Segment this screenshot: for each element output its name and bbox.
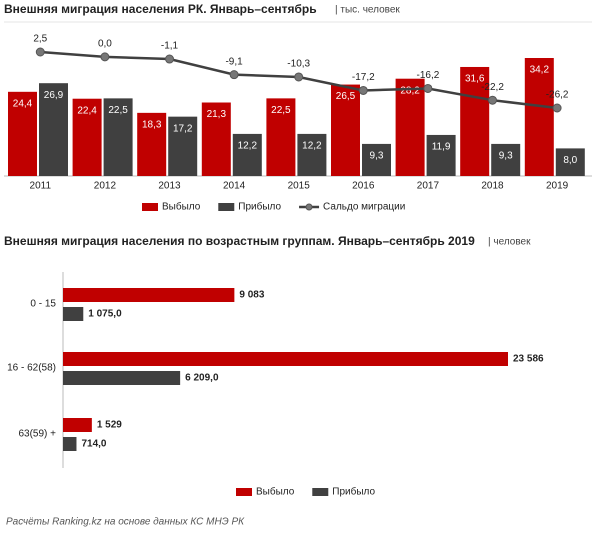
x-tick-label: 2015 xyxy=(288,181,311,192)
bar-label: 6 209,0 xyxy=(185,373,219,384)
bar xyxy=(168,116,198,176)
bar-label: 11,9 xyxy=(432,142,451,153)
chart-title: Внешняя миграция населения по возрастным… xyxy=(4,234,475,248)
line-label: -9,1 xyxy=(225,56,243,67)
bar-label: 22,5 xyxy=(271,105,291,116)
legend-label: Прибыло xyxy=(238,201,281,213)
y-tick-label: 63(59) + xyxy=(18,429,56,440)
bar xyxy=(524,58,554,176)
chart-subtitle: | человек xyxy=(488,237,531,248)
bar-label: 1 075,0 xyxy=(88,309,122,320)
footer: Расчёты Ranking.kz на основе данных КС М… xyxy=(6,517,245,528)
line-marker xyxy=(423,83,433,93)
bar xyxy=(63,288,235,302)
bar-label: 22,4 xyxy=(77,105,97,116)
legend-swatch xyxy=(312,488,329,496)
bar xyxy=(331,84,360,176)
bar-label: 23 586 xyxy=(513,354,544,365)
legend-label: Выбыло xyxy=(162,201,201,213)
line-marker xyxy=(229,70,239,80)
bar-label: 1 529 xyxy=(97,420,122,431)
bar xyxy=(63,352,508,366)
legend-swatch xyxy=(218,203,235,211)
chart-title: Внешняя миграция населения РК. Январь–се… xyxy=(4,2,317,16)
x-tick-label: 2014 xyxy=(223,181,246,192)
bar xyxy=(63,371,181,385)
bar-label: 18,3 xyxy=(142,120,162,131)
legend-label: Выбыло xyxy=(256,486,295,498)
legend-swatch xyxy=(236,488,252,496)
x-tick-label: 2011 xyxy=(30,181,52,192)
x-tick-label: 2016 xyxy=(352,181,375,192)
line-marker xyxy=(165,54,174,64)
x-tick-label: 2019 xyxy=(546,181,569,192)
bar xyxy=(137,112,167,176)
bar xyxy=(232,133,262,176)
bar-label: 12,2 xyxy=(302,141,322,152)
bar xyxy=(266,98,296,176)
bar xyxy=(362,143,391,176)
line-label: 0,0 xyxy=(98,39,112,50)
bar xyxy=(555,148,585,176)
bar xyxy=(103,98,133,176)
bar xyxy=(63,307,84,321)
bar-label: 714,0 xyxy=(81,439,106,450)
line-marker xyxy=(35,47,45,57)
bar xyxy=(491,143,521,176)
line-label: 2,5 xyxy=(33,34,47,45)
y-tick-label: 16 - 62(58) xyxy=(7,363,56,374)
bar-label: 8,0 xyxy=(563,155,577,166)
x-tick-label: 2018 xyxy=(481,181,504,192)
line-label: -16,2 xyxy=(417,70,440,81)
bar xyxy=(63,418,92,432)
bar-label: 22,5 xyxy=(108,105,128,116)
bar xyxy=(8,91,37,176)
legend-label: Сальдо миграции xyxy=(323,202,405,213)
legend-label: Прибыло xyxy=(332,486,375,498)
bar-label: 9,3 xyxy=(499,151,513,162)
bar-label: 17,2 xyxy=(173,123,193,134)
legend-swatch xyxy=(142,203,158,211)
line-label: -10,3 xyxy=(287,59,310,70)
bar-label: 31,6 xyxy=(465,74,485,85)
bar-label: 26,9 xyxy=(44,90,64,101)
bar xyxy=(201,102,231,176)
bar xyxy=(426,134,456,176)
bar-label: 34,2 xyxy=(530,65,550,76)
bar xyxy=(460,66,490,176)
line-label: -22,2 xyxy=(481,82,504,93)
bar xyxy=(63,437,77,451)
line-label: -26,2 xyxy=(546,90,569,101)
bar-label: 24,4 xyxy=(13,98,33,109)
legend-marker xyxy=(305,203,313,211)
bar xyxy=(395,78,425,176)
line-marker xyxy=(100,52,110,62)
bar-label: 12,2 xyxy=(238,141,258,152)
bar xyxy=(297,133,327,176)
bar-label: 26,5 xyxy=(336,91,356,102)
line-marker xyxy=(488,95,497,105)
bar-label: 9 083 xyxy=(239,290,264,301)
x-tick-label: 2017 xyxy=(417,181,440,192)
x-tick-label: 2012 xyxy=(94,181,117,192)
chart-subtitle: | тыс. человек xyxy=(335,5,400,16)
bar-label: 21,3 xyxy=(207,109,227,120)
line-label: -1,1 xyxy=(161,41,179,52)
line-marker xyxy=(552,103,562,113)
bar xyxy=(39,83,68,176)
line-marker xyxy=(294,72,304,82)
bar-label: 28,2 xyxy=(400,85,420,96)
bar xyxy=(72,98,102,176)
line-label: -17,2 xyxy=(352,72,375,83)
y-tick-label: 0 - 15 xyxy=(30,299,56,310)
x-tick-label: 2013 xyxy=(158,181,181,192)
bar-label: 9,3 xyxy=(370,151,384,162)
line-marker xyxy=(358,85,368,95)
